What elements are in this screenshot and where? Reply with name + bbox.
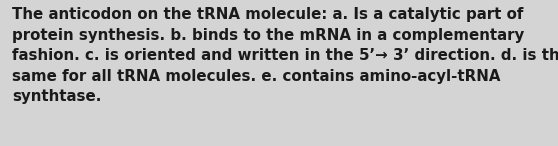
Text: The anticodon on the tRNA molecule: a. Is a catalytic part of
protein synthesis.: The anticodon on the tRNA molecule: a. I… <box>12 7 558 104</box>
